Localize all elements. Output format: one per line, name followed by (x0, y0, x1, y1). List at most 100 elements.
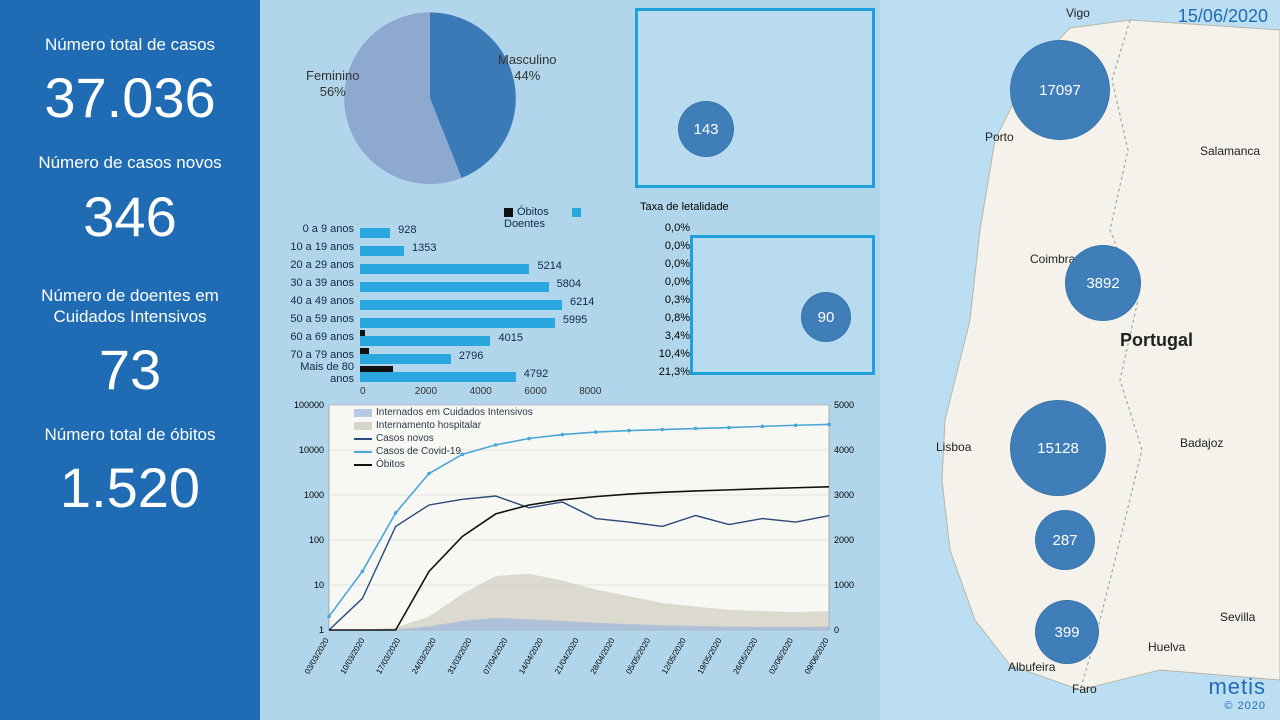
lethality-value: 0,8% (640, 309, 690, 327)
svg-text:28/04/2020: 28/04/2020 (589, 636, 617, 676)
city-label: Vigo (1066, 6, 1090, 20)
svg-text:1: 1 (319, 625, 324, 635)
lethality-rates: Taxa de letalidade 0,0%0,0%0,0%0,0%0,3%0… (640, 201, 690, 381)
svg-text:05/05/2020: 05/05/2020 (624, 636, 652, 676)
city-label: Huelva (1148, 640, 1185, 654)
kpi-value-3: 1.520 (18, 455, 242, 520)
agebar-value: 5995 (563, 314, 587, 326)
agebar-value: 928 (398, 224, 416, 236)
agebar-category: 40 a 49 anos (274, 295, 360, 307)
agebar-value: 5804 (557, 278, 581, 290)
ts-legend-label: Casos de Covid-19 (376, 446, 461, 457)
agebar-category: 60 a 69 anos (274, 331, 360, 343)
svg-text:17/03/2020: 17/03/2020 (374, 636, 402, 676)
svg-text:09/06/2020: 09/06/2020 (803, 636, 831, 676)
svg-text:4000: 4000 (834, 445, 854, 455)
agebar-category: 50 a 59 anos (274, 313, 360, 325)
map-panel: 15/06/2020 Portugal VigoPortoSalamancaCo… (880, 0, 1280, 720)
svg-text:24/03/2020: 24/03/2020 (410, 636, 438, 676)
svg-text:1000: 1000 (834, 580, 854, 590)
agebar-value: 4015 (498, 332, 522, 344)
agebar-category: 10 a 19 anos (274, 241, 360, 253)
ts-legend-item: Casos de Covid-19 (354, 445, 533, 458)
gender-pie-chart: Feminino 56% Masculino 44% (320, 8, 540, 173)
svg-text:10/03/2020: 10/03/2020 (339, 636, 367, 676)
ts-legend-label: Internamento hospitalar (376, 420, 481, 431)
svg-text:26/05/2020: 26/05/2020 (731, 636, 759, 676)
pie-label-text: Masculino (498, 52, 557, 67)
svg-text:21/04/2020: 21/04/2020 (553, 636, 581, 676)
city-label: Coimbra (1030, 252, 1075, 266)
lethality-value: 0,0% (640, 237, 690, 255)
kpi-label-1: Número de casos novos (18, 152, 242, 173)
agebar-value: 5214 (537, 260, 561, 272)
agebar-value: 2796 (459, 350, 483, 362)
lethality-value: 0,0% (640, 273, 690, 291)
svg-text:07/04/2020: 07/04/2020 (481, 636, 509, 676)
ts-legend-label: Internados em Cuidados Intensivos (376, 407, 533, 418)
agebar-category: 0 a 9 anos (274, 223, 360, 235)
azores-bubble: 143 (678, 101, 734, 157)
region-bubble: 287 (1035, 510, 1095, 570)
copyright: © 2020 (1208, 700, 1266, 712)
lethality-value: 0,0% (640, 219, 690, 237)
lethality-value: 3,4% (640, 327, 690, 345)
madeira-bubble: 90 (801, 292, 851, 342)
kpi-value-1: 346 (18, 184, 242, 249)
agebar-row: 60 a 69 anos 4015 (274, 328, 634, 346)
svg-text:12/05/2020: 12/05/2020 (660, 636, 688, 676)
lethality-value: 0,0% (640, 255, 690, 273)
pie-label-text: Feminino (306, 68, 359, 83)
age-bar-chart: Óbitos Doentes 0 a 9 anos92810 a 19 anos… (274, 220, 634, 397)
pie-label-feminino: Feminino 56% (306, 68, 359, 99)
bubble-value: 90 (818, 309, 835, 326)
kpi-value-0: 37.036 (18, 65, 242, 130)
agebar-row: 40 a 49 anos 6214 (274, 292, 634, 310)
ts-legend-item: Óbitos (354, 458, 533, 471)
lethality-value: 0,3% (640, 291, 690, 309)
agebar-axis: 02000400060008000 (360, 386, 634, 397)
city-label: Porto (985, 130, 1014, 144)
kpi-sidebar: Número total de casos 37.036 Número de c… (0, 0, 260, 720)
ts-legend-item: Internados em Cuidados Intensivos (354, 406, 533, 419)
city-label: Faro (1072, 682, 1097, 696)
agebar-value: 4792 (524, 368, 548, 380)
agebar-row: 30 a 39 anos 5804 (274, 274, 634, 292)
city-label: Sevilla (1220, 610, 1255, 624)
svg-text:3000: 3000 (834, 490, 854, 500)
agebar-row: 0 a 9 anos 928 (274, 220, 634, 238)
agebar-row: Mais de 80 anos4792 (274, 364, 634, 382)
agebar-category: 20 a 29 anos (274, 259, 360, 271)
agebar-row: 20 a 29 anos 5214 (274, 256, 634, 274)
agebar-category: 30 a 39 anos (274, 277, 360, 289)
agebar-row: 50 a 59 anos 5995 (274, 310, 634, 328)
svg-text:0: 0 (834, 625, 839, 635)
city-label: Badajoz (1180, 436, 1223, 450)
svg-text:5000: 5000 (834, 400, 854, 410)
lethality-title: Taxa de letalidade (640, 201, 690, 213)
svg-text:1000: 1000 (304, 490, 324, 500)
lethality-value: 21,3% (640, 363, 690, 381)
svg-text:02/06/2020: 02/06/2020 (767, 636, 795, 676)
region-bubble: 3892 (1065, 245, 1141, 321)
pie-pct-text: 56% (320, 84, 346, 99)
ts-legend-item: Internamento hospitalar (354, 419, 533, 432)
ts-legend-label: Óbitos (376, 459, 405, 470)
svg-text:10000: 10000 (299, 445, 324, 455)
kpi-value-2: 73 (18, 337, 242, 402)
kpi-label-3: Número total de óbitos (18, 424, 242, 445)
svg-text:10: 10 (314, 580, 324, 590)
agebar-row: 10 a 19 anos1353 (274, 238, 634, 256)
azores-inset: 143 (635, 8, 875, 188)
svg-text:100000: 100000 (294, 400, 324, 410)
svg-text:2000: 2000 (834, 535, 854, 545)
kpi-label-2: Número de doentes em Cuidados Intensivos (18, 285, 242, 328)
center-panel: Feminino 56% Masculino 44% Óbitos Doente… (260, 0, 880, 720)
kpi-label-0: Número total de casos (18, 34, 242, 55)
bubble-value: 143 (693, 121, 718, 138)
timeseries-chart: 1101001000100001000000100020003000400050… (274, 400, 874, 700)
pie-label-masculino: Masculino 44% (498, 52, 557, 83)
agebar-value: 6214 (570, 296, 594, 308)
lethality-value: 10,4% (640, 345, 690, 363)
portugal-land (942, 20, 1280, 690)
